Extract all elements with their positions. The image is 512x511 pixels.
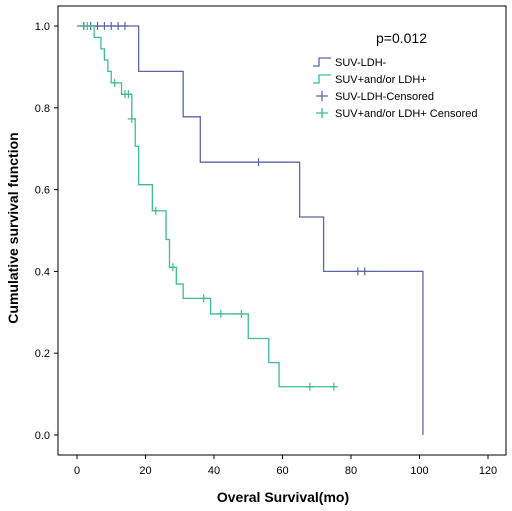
censor-mark — [168, 263, 177, 272]
series-layer — [77, 22, 424, 435]
x-axis: 0 20 40 60 80 100 120 — [74, 455, 497, 477]
x-tick-label: 0 — [74, 465, 80, 477]
censor-mark — [216, 309, 225, 318]
censor-mark — [110, 78, 119, 87]
y-tick-label: 0.6 — [35, 185, 50, 197]
censor-mark — [127, 114, 136, 123]
censor-mark — [360, 267, 369, 276]
legend-label: SUV+and/or LDH+ — [335, 74, 427, 86]
censor-mark — [254, 158, 263, 167]
y-axis: 0.0 0.2 0.4 0.6 0.8 1.0 — [35, 21, 58, 442]
series-line-1 — [77, 25, 424, 435]
censor-mark — [120, 22, 129, 30]
x-axis-title: Overal Survival(mo) — [217, 489, 349, 505]
censor-mark — [237, 309, 246, 318]
legend-swatch — [316, 108, 328, 118]
censor-mark — [83, 22, 92, 30]
censor-mark — [353, 267, 362, 276]
legend-label: SUV-LDH- — [335, 57, 387, 69]
censor-mark — [329, 382, 338, 391]
y-tick-label: 0.4 — [35, 266, 50, 278]
x-tick-label: 60 — [276, 465, 288, 477]
y-tick-label: 1.0 — [35, 21, 50, 33]
censor-mark — [114, 22, 123, 30]
y-tick-label: 0.0 — [35, 430, 50, 442]
legend-swatch — [316, 91, 328, 101]
legend-label: SUV-LDH-Censored — [335, 91, 434, 103]
y-tick-label: 0.8 — [35, 103, 50, 115]
censor-mark — [199, 294, 208, 303]
x-tick-label: 20 — [139, 465, 151, 477]
x-tick-label: 40 — [208, 465, 220, 477]
y-tick-label: 0.2 — [35, 348, 50, 360]
y-axis-title: Cumulative survival function — [5, 132, 21, 323]
censor-mark — [305, 382, 314, 391]
legend-swatch — [313, 57, 331, 67]
legend-label: SUV+and/or LDH+ Censored — [335, 108, 477, 120]
legend: SUV-LDH- SUV+and/or LDH+ SUV-LDH-Censored S… — [313, 57, 477, 120]
x-tick-label: 120 — [479, 465, 497, 477]
p-value-annotation: p=0.012 — [376, 30, 427, 46]
x-tick-label: 100 — [410, 465, 428, 477]
censor-mark — [124, 90, 133, 99]
censor-mark — [100, 22, 109, 30]
censor-mark — [107, 22, 116, 30]
censor-mark — [151, 206, 160, 215]
x-tick-label: 80 — [345, 465, 357, 477]
legend-swatch — [313, 74, 331, 84]
censor-mark — [93, 22, 102, 30]
